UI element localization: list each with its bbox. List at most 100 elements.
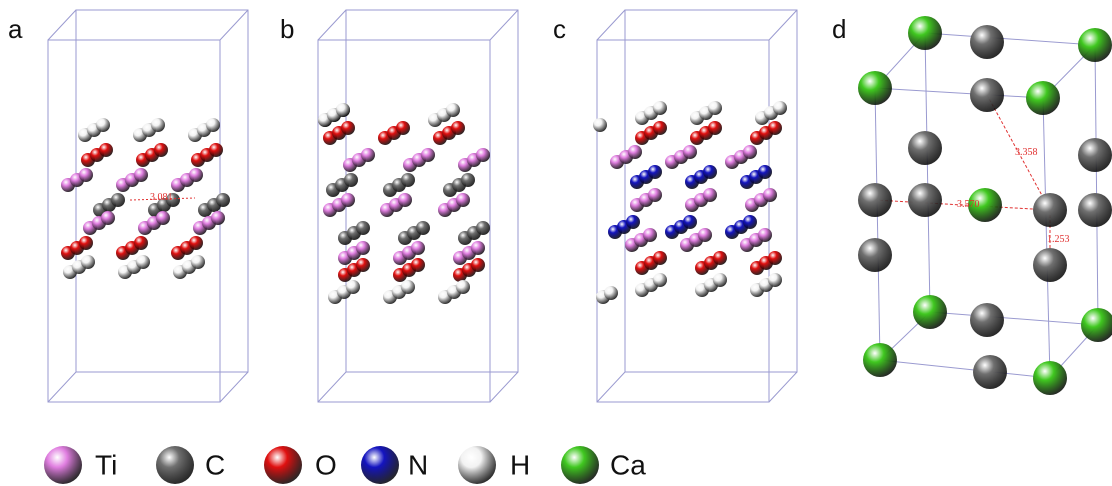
atom <box>151 118 165 132</box>
atom <box>743 215 757 229</box>
atom <box>713 251 727 265</box>
atom <box>206 118 220 132</box>
atom <box>154 143 168 157</box>
atom <box>913 295 947 329</box>
atom <box>648 165 662 179</box>
atom <box>713 273 727 287</box>
atom <box>81 255 95 269</box>
atom <box>763 188 777 202</box>
legend-swatch <box>44 446 82 484</box>
atom <box>451 121 465 135</box>
distance-line <box>874 199 1051 211</box>
atom <box>768 273 782 287</box>
atom <box>398 193 412 207</box>
atom <box>703 188 717 202</box>
atom <box>356 241 370 255</box>
legend-label: Ca <box>610 449 646 480</box>
atom <box>743 145 757 159</box>
atom <box>863 343 897 377</box>
cell-edge <box>489 9 519 41</box>
atom <box>643 228 657 242</box>
atom <box>683 145 697 159</box>
cell-edge <box>1094 44 1099 326</box>
distance-line <box>986 94 1051 211</box>
cell-edge <box>345 9 519 373</box>
legend-label: Ti <box>95 449 117 480</box>
cell-edge <box>317 9 347 41</box>
legend-label: O <box>315 449 337 480</box>
distance-label: 3.081 <box>150 192 173 203</box>
atom <box>346 280 360 294</box>
atom <box>858 71 892 105</box>
atom <box>401 280 415 294</box>
atom <box>99 143 113 157</box>
distance-line <box>129 197 196 201</box>
atom <box>1078 193 1112 227</box>
atom <box>908 131 942 165</box>
atom <box>111 193 125 207</box>
atom <box>411 241 425 255</box>
atom <box>476 221 490 235</box>
atom <box>653 101 667 115</box>
cell-edge <box>768 9 798 41</box>
legend-swatch <box>264 446 302 484</box>
cell-edge <box>489 371 519 403</box>
atom <box>421 148 435 162</box>
distance-label: 1.253 <box>1047 234 1070 245</box>
legend-label: N <box>408 449 428 480</box>
cell-edge <box>75 9 249 373</box>
atom <box>653 251 667 265</box>
atom <box>758 228 772 242</box>
cell-edge <box>317 39 491 403</box>
atom <box>189 168 203 182</box>
atom <box>973 355 1007 389</box>
atom <box>166 193 180 207</box>
atom <box>416 221 430 235</box>
atom <box>968 188 1002 222</box>
atom <box>858 183 892 217</box>
atom <box>1033 193 1067 227</box>
atom <box>471 241 485 255</box>
atom <box>1026 81 1060 115</box>
legend-swatch <box>156 446 194 484</box>
legend-swatch <box>361 446 399 484</box>
legend-label: H <box>510 449 530 480</box>
atom <box>1081 308 1112 342</box>
atom <box>773 101 787 115</box>
atom <box>858 238 892 272</box>
atom <box>396 121 410 135</box>
atom <box>216 193 230 207</box>
atom <box>156 211 170 225</box>
atom <box>136 255 150 269</box>
atom <box>698 228 712 242</box>
cell-edge <box>47 39 221 403</box>
atom <box>1078 28 1112 62</box>
atom <box>134 168 148 182</box>
atom <box>356 258 370 272</box>
atom <box>653 121 667 135</box>
atom <box>476 148 490 162</box>
cell-edge <box>47 9 77 41</box>
cell-edge <box>768 371 798 403</box>
atom <box>456 280 470 294</box>
atom <box>1078 138 1112 172</box>
cell-edge <box>47 371 77 403</box>
cell-edge <box>317 371 347 403</box>
legend-swatch <box>458 446 496 484</box>
atom <box>101 211 115 225</box>
atom <box>336 103 350 117</box>
atom <box>211 211 225 225</box>
atom <box>908 16 942 50</box>
cell-edge <box>596 9 626 41</box>
atom <box>341 121 355 135</box>
cell-edge <box>874 87 881 361</box>
atom <box>768 251 782 265</box>
atom <box>653 273 667 287</box>
atom <box>356 221 370 235</box>
distance-label: 3.358 <box>1015 147 1038 158</box>
atom <box>344 173 358 187</box>
atom <box>758 165 772 179</box>
atom <box>134 236 148 250</box>
panel-label: a <box>8 14 23 44</box>
